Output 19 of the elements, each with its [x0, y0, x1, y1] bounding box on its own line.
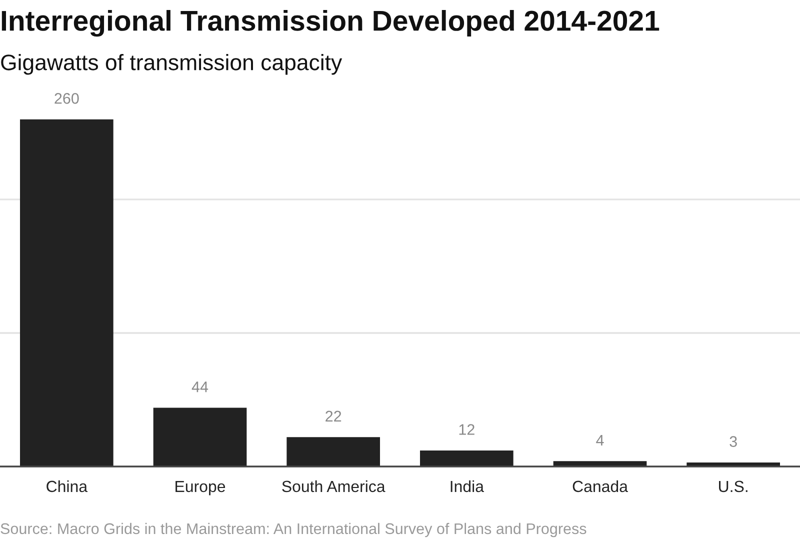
x-tick-label: U.S. [719, 480, 748, 492]
data-label: 12 [459, 424, 474, 435]
bar [286, 437, 380, 466]
chart-title: Interregional Transmission Developed 2014-2021 [2, 10, 660, 37]
bar [420, 450, 514, 466]
data-label: 3 [730, 436, 737, 447]
bar [153, 408, 247, 466]
data-label: 22 [326, 410, 342, 422]
chart-subtitle: Gigawatts of transmission capacity [1, 54, 342, 75]
x-tick-label: India [450, 480, 484, 492]
x-tick-label: China [46, 480, 88, 492]
bar [20, 119, 114, 466]
data-label: 4 [596, 434, 604, 446]
x-tick-label: South America [282, 480, 386, 492]
x-tick-label: Europe [176, 480, 226, 496]
data-label: 44 [192, 382, 208, 392]
x-tick-label: Canada [572, 480, 628, 492]
data-label: 260 [54, 93, 79, 104]
source-note: Source: Macro Grids in the Mainstream: An International Survey of Plans and Progress [0, 522, 586, 538]
